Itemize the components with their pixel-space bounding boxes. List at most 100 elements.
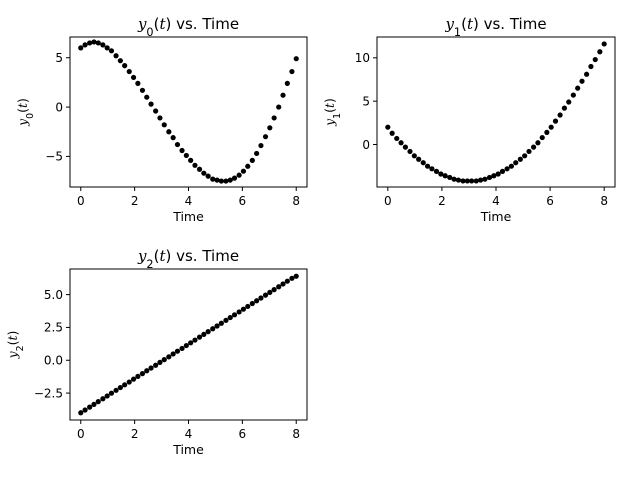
data-point	[179, 345, 185, 352]
data-point	[104, 45, 110, 51]
data-point	[460, 178, 466, 184]
data-point	[293, 273, 299, 279]
chart-title-2: y2(t) vs. Time	[137, 247, 239, 271]
x-axis-label-2: Time	[172, 442, 204, 457]
data-point	[416, 156, 422, 162]
data-point	[231, 175, 238, 181]
data-point	[262, 134, 269, 140]
data-point	[117, 384, 123, 391]
data-point	[276, 104, 282, 110]
x-tick-label: 4	[492, 194, 500, 208]
subplot-1: y1(t) vs. Time 0 2 4 6 8 0 5 10 Time y1(t)	[322, 15, 616, 224]
data-point	[139, 87, 146, 93]
data-point	[210, 326, 216, 332]
data-point	[122, 382, 128, 388]
data-point	[385, 124, 391, 130]
data-point	[601, 41, 607, 47]
subplot-2: y2(t) vs. Time 0 2 4 6 8 −2.5 0.0 2.5 5.0 Time y2(t…	[5, 247, 308, 457]
data-point	[78, 45, 84, 51]
data-point	[394, 135, 400, 142]
y-tick-label: 0	[55, 100, 63, 114]
chart-title-1: y1(t) vs. Time	[444, 15, 546, 39]
chart-title-0: y0(t) vs. Time	[137, 15, 239, 39]
series-points-0	[78, 39, 299, 184]
y-tick-label: 10	[355, 51, 370, 65]
data-point	[513, 160, 519, 166]
data-point	[433, 168, 440, 174]
data-point	[254, 298, 260, 304]
data-point	[174, 141, 181, 148]
data-point	[530, 144, 537, 150]
data-point	[429, 166, 435, 172]
data-point	[148, 101, 154, 107]
y-tick-label: 5	[55, 51, 63, 65]
data-point	[87, 40, 93, 46]
data-point	[438, 171, 444, 177]
x-tick-label: 6	[546, 194, 554, 208]
data-point	[535, 140, 541, 146]
data-point	[504, 166, 510, 172]
data-point	[192, 162, 198, 168]
data-point	[144, 368, 150, 374]
data-point	[183, 342, 189, 349]
data-point	[196, 166, 203, 172]
data-point	[126, 68, 132, 75]
y-tick-label: −5	[45, 150, 63, 164]
subplot-0: y0(t) vs. Time 0 2 4 6 8 −5 0 5 Time y0(t)	[15, 15, 308, 224]
data-point	[495, 171, 501, 177]
data-point	[267, 289, 273, 295]
data-point	[104, 393, 110, 399]
data-point	[526, 148, 532, 155]
data-point	[201, 331, 207, 337]
data-point	[575, 85, 581, 91]
data-point	[398, 140, 404, 146]
y-tick-label: 5	[362, 94, 370, 108]
data-point	[205, 329, 211, 335]
x-tick-label: 2	[131, 194, 139, 208]
data-point	[258, 142, 264, 149]
data-point	[240, 168, 247, 174]
data-point	[588, 63, 594, 70]
data-point	[91, 39, 97, 45]
y-axis-label-1: y1(t)	[322, 98, 343, 127]
data-point	[100, 396, 106, 402]
data-point	[166, 129, 172, 135]
data-point	[82, 42, 88, 48]
x-axis-label-0: Time	[172, 209, 204, 224]
data-point	[174, 348, 181, 354]
data-point	[126, 379, 132, 385]
data-point	[196, 334, 203, 340]
data-point	[170, 351, 176, 357]
data-point	[473, 178, 479, 184]
data-point	[240, 306, 247, 312]
data-point	[218, 178, 224, 184]
data-point	[276, 284, 282, 290]
data-point	[548, 124, 554, 130]
data-point	[179, 147, 185, 154]
data-point	[592, 56, 598, 63]
data-point	[78, 410, 84, 416]
data-point	[254, 150, 260, 157]
y-axis-label-0: y0(t)	[15, 98, 36, 127]
data-point	[236, 309, 242, 315]
data-point	[280, 281, 286, 287]
data-point	[561, 105, 568, 111]
data-point	[122, 63, 128, 69]
data-point	[113, 53, 119, 59]
data-point	[482, 176, 488, 182]
data-point	[566, 99, 572, 105]
data-point	[100, 42, 106, 48]
x-tick-label: 0	[384, 194, 392, 208]
x-tick-label: 6	[239, 194, 247, 208]
data-point	[214, 177, 220, 183]
data-point	[91, 401, 97, 407]
data-point	[486, 174, 493, 181]
data-point	[183, 152, 189, 159]
data-point	[153, 362, 159, 368]
data-point	[508, 163, 515, 169]
data-point	[231, 312, 238, 318]
data-point	[236, 172, 242, 178]
data-point	[161, 357, 167, 363]
data-point	[210, 176, 216, 182]
